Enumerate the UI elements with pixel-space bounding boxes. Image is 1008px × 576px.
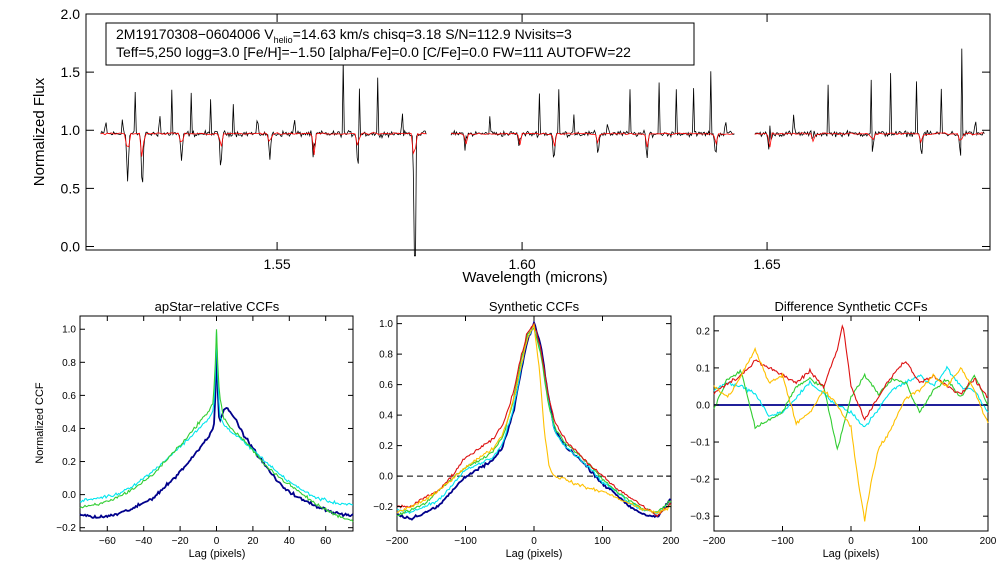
- difference-ccf-ticks: −200 −100 0 100 200 −0.3 −0.2 −0.1 0.0 0.1 0.2: [690, 316, 997, 547]
- x-tick-label-2: 0: [531, 536, 537, 547]
- x-tick-label-6: 60: [320, 536, 332, 547]
- x-tick-label-2: 0: [848, 536, 854, 547]
- y-tick-label-4: 2.0: [61, 6, 81, 22]
- x-tick-label-0: −60: [99, 536, 116, 547]
- y-tick-label-4: 0.1: [696, 363, 710, 374]
- y-tick-label-5: 0.8: [62, 358, 76, 369]
- observed-spectrum-chip-3: [754, 48, 985, 156]
- model-spectrum-chip-1: [100, 132, 427, 157]
- y-tick-label-5: 0.2: [696, 326, 710, 337]
- difference-ccf-series-visit-4: [713, 346, 989, 522]
- y-tick-label-6: 1.0: [62, 325, 76, 336]
- observed-spectrum-chip-1: [100, 60, 427, 257]
- synthetic-ccf-series-visit-1: [396, 322, 672, 515]
- synthetic-ccf-x-label: Lag (pixels): [506, 548, 563, 560]
- apstar-ccf-ticks: −60 −40 −20 0 20 40 60 −0.2 0.0 0.2 0.4 0.6 0.8 1.0: [56, 316, 353, 547]
- spectrum-x-label: Wavelength (microns): [462, 269, 607, 286]
- y-tick-label-0: −0.3: [690, 512, 710, 523]
- synthetic-ccf-axes-frame: [396, 315, 672, 532]
- y-tick-label-4: 0.6: [379, 380, 393, 391]
- synthetic-ccf-title: Synthetic CCFs: [489, 299, 580, 314]
- synthetic-ccf-series-visit-2: [396, 327, 672, 517]
- spectrum-axes-frame: [85, 13, 991, 251]
- x-tick-label-0: −200: [386, 536, 409, 547]
- x-tick-label-3: 100: [911, 536, 928, 547]
- y-tick-label-0: 0.0: [61, 238, 81, 254]
- model-spectrum-chip-2: [450, 132, 734, 148]
- difference-ccf-x-label: Lag (pixels): [823, 548, 880, 560]
- y-tick-label-3: 0.4: [379, 411, 393, 422]
- x-tick-label-2: 1.65: [753, 256, 780, 272]
- x-tick-label-1: −100: [454, 536, 477, 547]
- y-tick-label-1: 0.0: [379, 472, 393, 483]
- apstar-ccf-x-label: Lag (pixels): [189, 548, 246, 560]
- synthetic-ccf-plot-area: [396, 319, 672, 521]
- y-tick-label-2: 0.2: [62, 457, 76, 468]
- x-tick-label-3: 0: [214, 536, 220, 547]
- spectrum-panel: 1.55 1.60 1.65 0.0 0.5 1.0 1.5 2.0 2M19170308−0…: [31, 6, 991, 286]
- x-tick-label-4: 20: [247, 536, 259, 547]
- spectrum-plot-area: [100, 48, 985, 257]
- spectrum-title-line1: 2M19170308−0604006 Vhelio=14.63 km/s chi…: [116, 26, 572, 45]
- difference-ccf-title: Difference Synthetic CCFs: [775, 299, 928, 314]
- y-tick-label-4: 0.6: [62, 391, 76, 402]
- x-tick-label-3: 100: [594, 536, 611, 547]
- y-tick-label-3: 0.0: [696, 400, 710, 411]
- observed-spectrum-chip-2: [450, 71, 735, 159]
- y-tick-label-1: −0.2: [690, 475, 710, 486]
- spectrum-title-line2: Teff=5,250 logg=3.0 [Fe/H]=−1.50 [alpha/…: [116, 44, 631, 60]
- y-tick-label-2: 0.2: [379, 441, 393, 452]
- y-tick-label-3: 0.4: [62, 424, 76, 435]
- x-tick-label-4: 200: [663, 536, 680, 547]
- y-tick-label-1: 0.0: [62, 490, 76, 501]
- apstar-ccf-panel: apStar−relative CCFs −60 −40 −20 0 20 40 60 −0.…: [34, 299, 354, 560]
- x-tick-label-1: −40: [135, 536, 152, 547]
- x-tick-label-1: −100: [771, 536, 794, 547]
- apstar-ccf-y-label: Normalized CCF: [34, 382, 46, 464]
- spectrum-y-label: Normalized Flux: [31, 77, 48, 186]
- model-spectrum-chip-3: [754, 132, 984, 148]
- y-tick-label-6: 1.0: [379, 319, 393, 330]
- y-tick-label-3: 1.5: [61, 64, 81, 80]
- apstar-ccf-title: apStar−relative CCFs: [155, 299, 280, 314]
- x-tick-label-4: 200: [980, 536, 997, 547]
- x-tick-label-0: 1.55: [263, 256, 290, 272]
- synthetic-ccf-series-visit-3: [396, 322, 672, 517]
- apstar-ccf-plot-area: [79, 329, 354, 523]
- spectrum-info-box: [105, 22, 695, 66]
- y-tick-label-5: 0.8: [379, 350, 393, 361]
- y-tick-label-2: 1.0: [61, 122, 81, 138]
- synthetic-ccf-series-visit-4: [396, 322, 672, 515]
- synthetic-ccf-ticks: −200 −100 0 100 200 −0.2 0.0 0.2 0.4 0.6 0.8 1.0: [373, 316, 680, 547]
- y-tick-label-0: −0.2: [373, 502, 393, 513]
- difference-ccf-series-visit-1: [713, 365, 989, 428]
- x-tick-label-5: 40: [284, 536, 296, 547]
- y-tick-label-2: −0.1: [690, 438, 710, 449]
- x-tick-label-1: 1.60: [508, 256, 535, 272]
- y-tick-label-0: −0.2: [56, 523, 76, 534]
- difference-ccf-plot-area: [713, 324, 989, 522]
- y-tick-label-1: 0.5: [61, 180, 81, 196]
- synthetic-ccf-panel: Synthetic CCFs −200 −100 0 100 200 −0.2 0.0 0.2…: [373, 299, 680, 560]
- difference-ccf-panel: Difference Synthetic CCFs −200 −100 0 100 20…: [690, 299, 997, 560]
- x-tick-label-0: −200: [703, 536, 726, 547]
- spectrum-ticks: 1.55 1.60 1.65 0.0 0.5 1.0 1.5 2.0: [61, 6, 990, 272]
- apstar-ccf-series-visit-3: [79, 329, 354, 523]
- x-tick-label-2: −20: [172, 536, 189, 547]
